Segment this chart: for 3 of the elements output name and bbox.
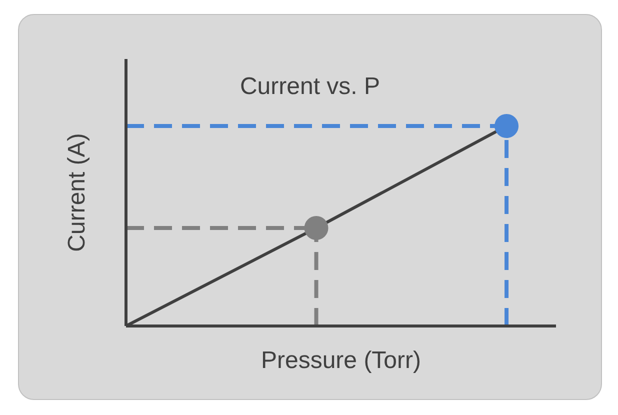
y-axis-title: Current (A) bbox=[64, 133, 91, 252]
x-axis-title: Pressure (Torr) bbox=[260, 347, 422, 374]
chart-title: Current vs. P bbox=[238, 73, 382, 101]
